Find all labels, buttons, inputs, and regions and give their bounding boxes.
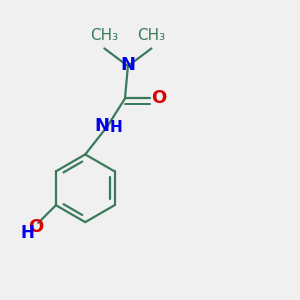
Text: N: N bbox=[120, 56, 135, 74]
Text: H: H bbox=[109, 120, 122, 135]
Text: O: O bbox=[151, 89, 166, 107]
Text: N: N bbox=[94, 117, 110, 135]
Text: H: H bbox=[20, 224, 34, 242]
Text: CH₃: CH₃ bbox=[90, 28, 118, 43]
Text: CH₃: CH₃ bbox=[137, 28, 166, 43]
Text: O: O bbox=[28, 218, 43, 236]
